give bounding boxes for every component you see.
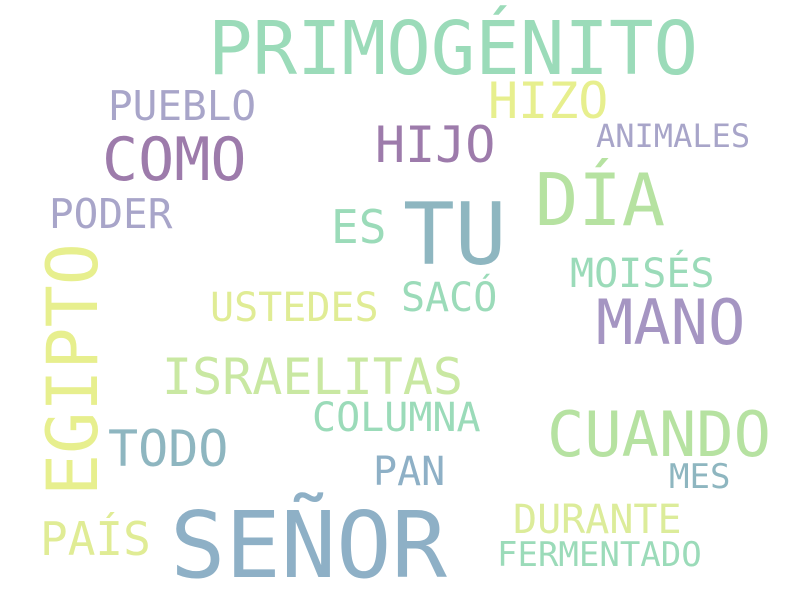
- word-ustedes: USTEDES: [210, 285, 379, 331]
- word-como: COMO: [102, 125, 247, 195]
- word-pueblo: PUEBLO: [108, 82, 257, 130]
- word-mes: MES: [669, 457, 731, 497]
- word-columna: COLUMNA: [312, 395, 481, 441]
- word-todo: TODO: [108, 420, 229, 478]
- word-egipto: EGIPTO: [32, 243, 114, 496]
- word-dia: DÍA: [535, 158, 666, 242]
- word-primogenito: PRIMOGÉNITO: [208, 6, 699, 92]
- word-saco: SACÓ: [401, 275, 498, 321]
- word-poder: PODER: [49, 190, 173, 238]
- word-mano: MANO: [596, 286, 746, 359]
- word-hizo: HIZO: [488, 72, 609, 130]
- word-fermentado: FERMENTADO: [497, 535, 702, 575]
- word-cuando: CUANDO: [547, 398, 771, 471]
- word-israelitas: ISRAELITAS: [162, 348, 464, 406]
- word-pan: PAN: [373, 449, 446, 495]
- word-durante: DURANTE: [513, 497, 682, 543]
- word-moises: MOISÉS: [570, 251, 715, 297]
- word-hijo: HIJO: [375, 116, 496, 174]
- word-es: ES: [331, 200, 387, 254]
- word-tu: TU: [403, 185, 507, 285]
- word-animales: ANIMALES: [596, 117, 751, 155]
- word-pais: PAÍS: [40, 512, 151, 566]
- word-senor: SEÑOR: [170, 492, 447, 599]
